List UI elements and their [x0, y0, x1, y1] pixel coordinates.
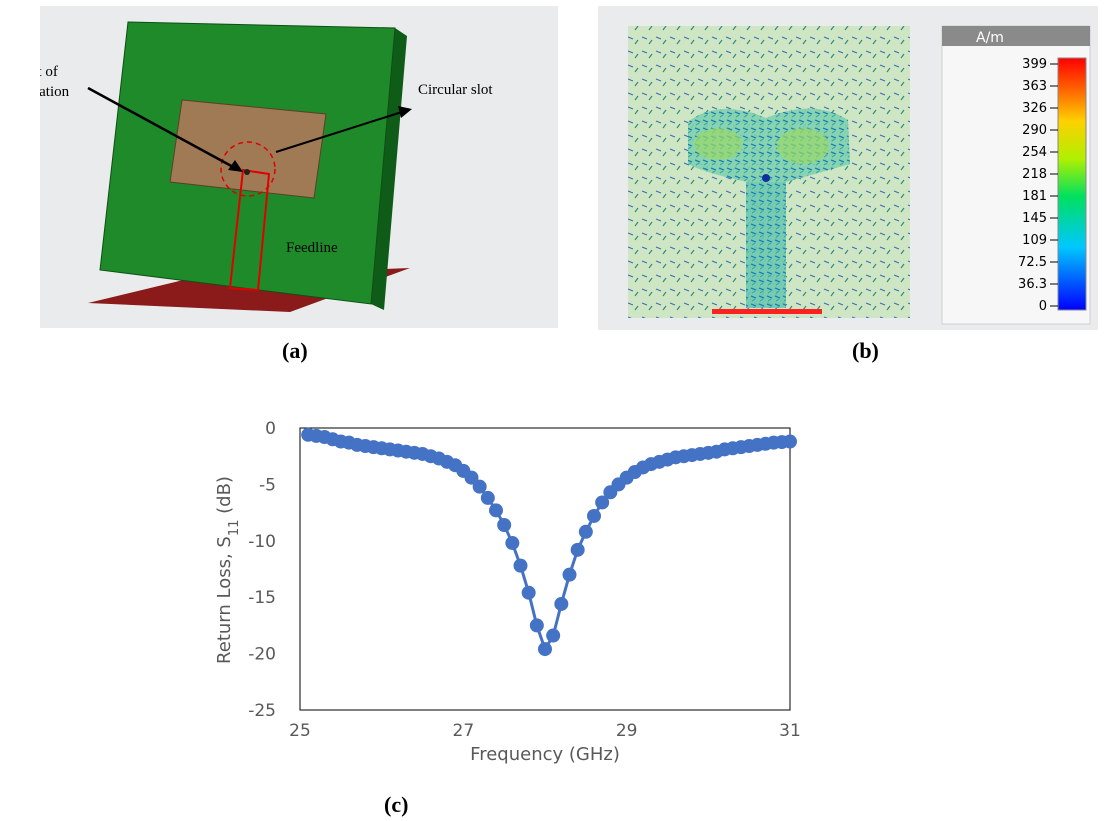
colorbar-tick-label: 218 [1022, 167, 1047, 182]
y-tick-label: -10 [248, 532, 276, 552]
colorbar-tick-label: 36.3 [1018, 277, 1047, 292]
colorbar-tick-label: 0 [1039, 299, 1047, 314]
substrate-side [371, 28, 407, 310]
excitation-point [244, 169, 250, 175]
x-axis-title: Frequency (GHz) [470, 744, 620, 765]
x-axis-ticks: 25 27 29 31 [289, 721, 801, 741]
colorbar-tick-label: 363 [1022, 79, 1047, 94]
plot-area [299, 427, 791, 711]
hotspot-left [694, 128, 742, 160]
s11-data-point [546, 628, 561, 643]
radiating-patch [169, 99, 327, 199]
feedline-label: Feedline [286, 240, 338, 256]
panel-a-antenna-model: Point of excitation Circular slot Feedli… [10, 6, 558, 328]
y-axis-title-sub: 11 [227, 520, 242, 537]
s11-data-point [480, 490, 495, 505]
x-tick-label: 27 [453, 721, 475, 741]
s11-data-point [562, 567, 577, 582]
y-axis-title-main: Return Loss, S [214, 536, 235, 664]
s11-data-point [529, 618, 544, 633]
s11-series-points [301, 427, 797, 657]
colorbar-tick-label: 399 [1022, 57, 1047, 72]
excitation-label-line1: Point of [40, 64, 58, 80]
y-tick-label: -15 [248, 588, 276, 608]
y-tick-label: 0 [265, 419, 276, 439]
s11-data-point [570, 542, 585, 557]
colorbar-ticks: 399 363 326 290 254 218 181 145 109 72.5 36.3 0 [1018, 57, 1058, 314]
colorbar-unit: A/m [976, 30, 1004, 46]
colorbar-tick-label: 109 [1022, 233, 1047, 248]
excitation-label-line2: excitation [40, 84, 70, 100]
feed-point [762, 174, 770, 182]
antenna-model-figure: Point of excitation Circular slot Feedli… [10, 6, 558, 328]
y-tick-label: -20 [248, 645, 276, 665]
s11-data-point [587, 508, 601, 523]
patch-current-arrows [688, 108, 850, 182]
excitation-arrow [87, 86, 236, 170]
colorbar-gradient [1057, 57, 1087, 311]
s11-data-point [513, 558, 528, 573]
colorbar-tick-label: 72.5 [1018, 255, 1047, 270]
s11-data-point [595, 495, 610, 510]
caption-a: (a) [282, 338, 308, 363]
circular-slot [220, 141, 276, 197]
s11-data-point [538, 642, 552, 657]
x-tick-label: 25 [289, 721, 311, 741]
caption-c: (c) [384, 792, 409, 817]
port-marker [712, 309, 822, 314]
current-distribution-figure: A/m 399 363 326 290 254 218 181 145 109 72.5 36.3 0 [598, 6, 1098, 330]
colorbar-tick-label: 145 [1022, 211, 1047, 226]
y-axis-ticks: 0 -5 -10 -15 -20 -25 [248, 419, 276, 721]
colorbar-tick-label: 254 [1022, 145, 1047, 160]
slot-arrow [275, 111, 403, 153]
return-loss-chart: 0 -5 -10 -15 -20 -25 25 27 29 31 Frequency (GHz)… [214, 419, 801, 765]
y-tick-label: -25 [248, 701, 276, 721]
panel-b-current-distribution: A/m 399 363 326 290 254 218 181 145 109 72.5 36.3 0 [598, 6, 1098, 330]
feedline-outline [228, 168, 271, 292]
s11-data-point [505, 536, 520, 551]
panel-c-return-loss-chart: 0 -5 -10 -15 -20 -25 25 27 29 31 Frequency (GHz)… [200, 410, 820, 790]
s11-data-point [472, 479, 487, 494]
y-axis-title: Return Loss, S11 (dB) [214, 476, 242, 664]
hotspot-right [777, 128, 829, 164]
s11-data-point [521, 585, 536, 600]
y-axis-title-tail: (dB) [214, 476, 235, 520]
s11-data-point [578, 524, 593, 539]
feedline-current-arrows [746, 182, 786, 308]
colorbar-header [942, 26, 1090, 46]
colorbar-tick-label: 326 [1022, 101, 1047, 116]
caption-b: (b) [852, 338, 879, 363]
excitation-arrowhead [228, 160, 243, 172]
colorbar-tick-label: 290 [1022, 123, 1047, 138]
x-tick-label: 29 [616, 721, 638, 741]
slot-label: Circular slot [418, 82, 493, 98]
s11-data-point [783, 434, 797, 449]
y-tick-label: -5 [259, 475, 276, 495]
slot-arrowhead [398, 106, 412, 118]
colorbar-tick-label: 181 [1022, 189, 1047, 204]
s11-data-point [489, 503, 503, 518]
x-tick-label: 31 [779, 721, 801, 741]
s11-data-point [554, 596, 569, 611]
s11-data-point [497, 518, 512, 533]
s11-data-point [464, 470, 479, 485]
